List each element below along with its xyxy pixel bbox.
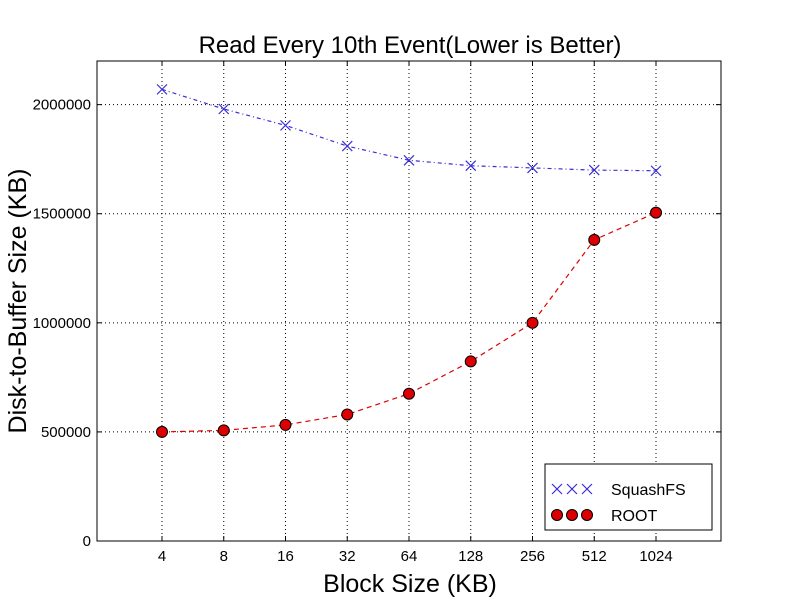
squashfs-data-point — [280, 119, 291, 131]
x-tick-label: 4 — [158, 548, 166, 565]
x-tick-label: 64 — [401, 548, 418, 565]
squashfs-data-point — [156, 83, 168, 95]
legend-marker-root — [581, 509, 593, 521]
legend-marker-root — [566, 509, 578, 521]
y-tick-label: 1000000 — [33, 315, 91, 332]
root-data-point — [588, 233, 601, 246]
legend: SquashFS ROOT — [544, 463, 713, 531]
root-data-point — [403, 387, 415, 400]
squashfs-data-point — [403, 154, 415, 166]
root-data-point — [217, 424, 230, 437]
legend-marker-squashfs — [551, 483, 563, 495]
legend-marker-squashfs — [566, 483, 578, 495]
legend-label-root: ROOT — [611, 508, 657, 525]
x-tick-label: 32 — [339, 548, 356, 565]
root-series-line — [161, 212, 657, 433]
legend-label-squashfs: SquashFS — [611, 482, 686, 499]
x-tick-label: 512 — [582, 548, 607, 565]
squashfs-data-point — [588, 164, 600, 176]
x-tick-label: 128 — [458, 548, 483, 565]
root-data-point — [279, 418, 292, 431]
x-axis-ticks: 4 8 16 32 64 128 256 512 1024 — [158, 61, 673, 565]
root-data-point — [464, 355, 477, 368]
grid — [97, 61, 721, 541]
y-axis-ticks: 0 500000 1000000 1500000 2000000 — [33, 97, 721, 550]
root-data-point — [526, 316, 539, 329]
y-tick-label: 2000000 — [33, 97, 91, 114]
squashfs-data-point — [650, 165, 662, 177]
squashfs-data-point — [527, 162, 538, 174]
y-tick-label: 1500000 — [33, 206, 91, 223]
legend-marker-squashfs — [581, 483, 593, 495]
legend-item-root: ROOT — [551, 508, 657, 525]
y-tick-label: 0 — [83, 533, 91, 550]
legend-item-squashfs: SquashFS — [551, 482, 686, 499]
squashfs-data-point — [218, 103, 230, 115]
squashfs-data-point — [341, 140, 353, 152]
root-data-point — [341, 408, 354, 421]
x-tick-label: 16 — [277, 548, 294, 565]
x-tick-label: 8 — [220, 548, 228, 565]
x-tick-label: 256 — [520, 548, 545, 565]
y-tick-label: 500000 — [41, 424, 91, 441]
squashfs-data-point — [465, 160, 477, 172]
root-data-point — [650, 206, 662, 219]
y-axis-label: Disk-to-Buffer Size (KB) — [4, 169, 32, 434]
x-axis-label: Block Size (KB) — [323, 570, 497, 598]
series — [156, 83, 662, 438]
root-data-point — [156, 425, 168, 438]
chart-title: Read Every 10th Event(Lower is Better) — [199, 32, 622, 59]
legend-marker-root — [551, 509, 563, 521]
x-tick-label: 1024 — [639, 548, 672, 565]
